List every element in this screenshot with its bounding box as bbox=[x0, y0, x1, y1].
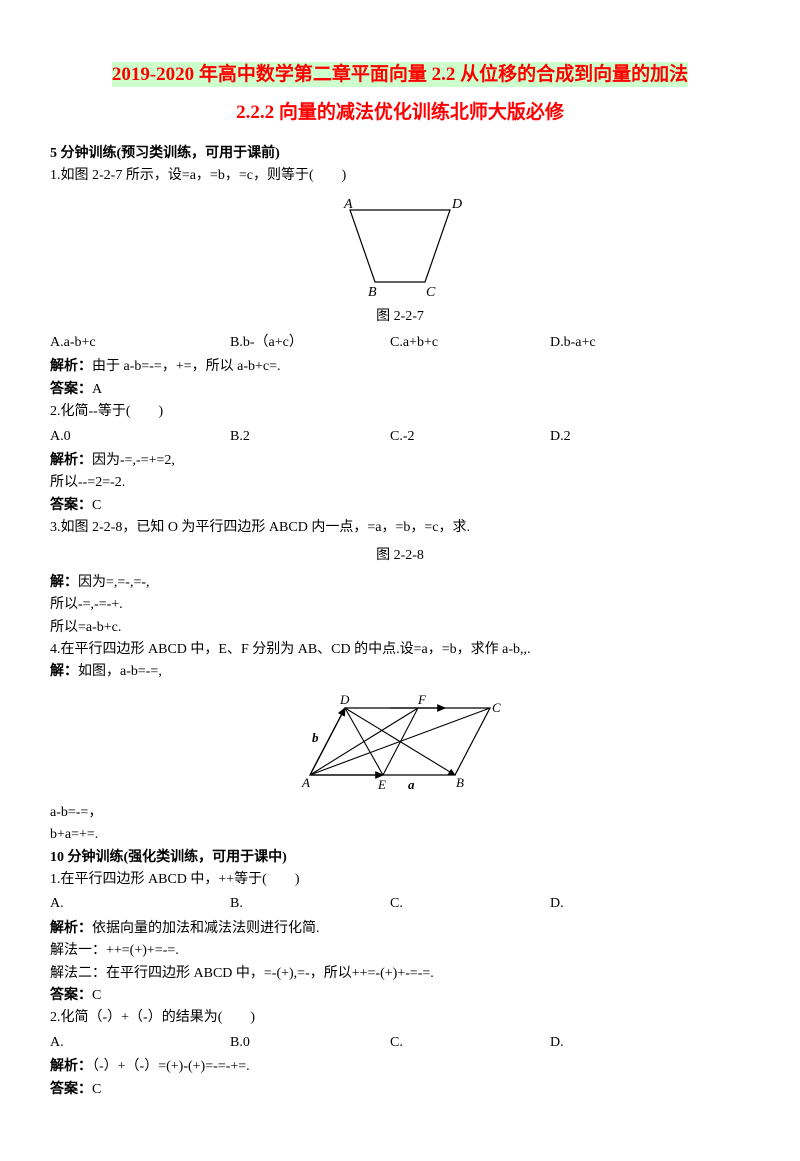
q3-sol1: 解：因为=,=-,=-, bbox=[50, 572, 750, 594]
doc-title-line2: 2.2.2 向量的减法优化训练北师大版必修 bbox=[50, 98, 750, 128]
q3-stem: 3.如图 2-2-8，已知 O 为平行四边形 ABCD 内一点，=a，=b，=c… bbox=[50, 517, 750, 539]
fig2-label-A: A bbox=[301, 775, 310, 790]
fig1-label-C: C bbox=[426, 285, 436, 300]
q5-opt-b: B. bbox=[230, 893, 390, 915]
q3-sol2: 所以-=,-=-+. bbox=[50, 594, 750, 616]
fig1-label-A: A bbox=[343, 197, 353, 212]
fig2-label-b: b bbox=[312, 730, 319, 745]
q5-method1: 解法一：++=(+)+=-=. bbox=[50, 940, 750, 962]
figure-2-2-7: A D B C bbox=[50, 194, 750, 304]
q1-options: A.a-b+c B.b-（a+c） C.a+b+c D.b-a+c bbox=[50, 332, 750, 354]
fig2-label-F: F bbox=[417, 692, 427, 707]
doc-title-line1: 2019-2020 年高中数学第二章平面向量 2.2 从位移的合成到向量的加法 bbox=[112, 62, 688, 87]
fig2-label-B: B bbox=[456, 775, 464, 790]
q2-answer: 答案：C bbox=[50, 495, 750, 517]
q1-opt-b: B.b-（a+c） bbox=[230, 332, 390, 354]
q5-opt-a: A. bbox=[50, 893, 230, 915]
q1-opt-a: A.a-b+c bbox=[50, 332, 230, 354]
q4-sol2: a-b=-=， bbox=[50, 802, 750, 824]
q5-opt-c: C. bbox=[390, 893, 550, 915]
q2-opt-a: A.0 bbox=[50, 426, 230, 448]
q6-stem: 2.化简（-）+（-）的结果为( ) bbox=[50, 1007, 750, 1029]
q1-opt-d: D.b-a+c bbox=[550, 332, 670, 354]
q6-explanation: 解析：（-）+（-）=(+)-(+)=-=-+=. bbox=[50, 1056, 750, 1078]
q6-opt-b: B.0 bbox=[230, 1032, 390, 1054]
q2-opt-d: D.2 bbox=[550, 426, 670, 448]
q6-opt-a: A. bbox=[50, 1032, 230, 1054]
q1-stem: 1.如图 2-2-7 所示，设=a，=b，=c，则等于( ) bbox=[50, 165, 750, 187]
q4-stem: 4.在平行四边形 ABCD 中，E、F 分别为 AB、CD 的中点.设=a，=b… bbox=[50, 639, 750, 661]
fig1-label-B: B bbox=[368, 285, 377, 300]
figure-parallelogram-ef: D C A B E F a b bbox=[50, 690, 750, 800]
fig1-caption: 图 2-2-7 bbox=[50, 306, 750, 328]
q2-stem: 2.化简--等于( ) bbox=[50, 401, 750, 423]
q5-explanation: 解析：依据向量的加法和减法法则进行化简. bbox=[50, 918, 750, 940]
q2-explanation2: 所以--=2=-2. bbox=[50, 472, 750, 494]
q5-method2: 解法二：在平行四边形 ABCD 中，=-(+),=-，所以++=-(+)+-=-… bbox=[50, 963, 750, 985]
q5-stem: 1.在平行四边形 ABCD 中，++等于( ) bbox=[50, 869, 750, 891]
fig2-label-C: C bbox=[492, 700, 501, 715]
q1-explanation: 解析：由于 a-b=-=，+=，所以 a-b+c=. bbox=[50, 356, 750, 378]
q2-explanation: 解析：因为-=,-=+=2, bbox=[50, 450, 750, 472]
fig2-label-E: E bbox=[377, 777, 386, 792]
q6-options: A. B.0 C. D. bbox=[50, 1032, 750, 1054]
section-10min: 10 分钟训练(强化类训练，可用于课中) bbox=[50, 847, 750, 869]
q2-options: A.0 B.2 C.-2 D.2 bbox=[50, 426, 750, 448]
q5-answer: 答案：C bbox=[50, 985, 750, 1007]
fig1-label-D: D bbox=[451, 197, 462, 212]
q5-options: A. B. C. D. bbox=[50, 893, 750, 915]
fig2-label-a: a bbox=[408, 777, 415, 792]
q4-sol1: 解：如图，a-b=-=, bbox=[50, 661, 750, 683]
q1-opt-c: C.a+b+c bbox=[390, 332, 550, 354]
q1-answer: 答案：A bbox=[50, 379, 750, 401]
fig2-caption: 图 2-2-8 bbox=[50, 545, 750, 567]
q4-sol3: b+a=+=. bbox=[50, 824, 750, 846]
q3-sol3: 所以=a-b+c. bbox=[50, 617, 750, 639]
q5-opt-d: D. bbox=[550, 893, 670, 915]
q6-opt-c: C. bbox=[390, 1032, 550, 1054]
fig2-label-D: D bbox=[339, 692, 350, 707]
q2-opt-c: C.-2 bbox=[390, 426, 550, 448]
q2-opt-b: B.2 bbox=[230, 426, 390, 448]
q6-answer: 答案：C bbox=[50, 1079, 750, 1101]
q6-opt-d: D. bbox=[550, 1032, 670, 1054]
section-5min: 5 分钟训练(预习类训练，可用于课前) bbox=[50, 143, 750, 165]
